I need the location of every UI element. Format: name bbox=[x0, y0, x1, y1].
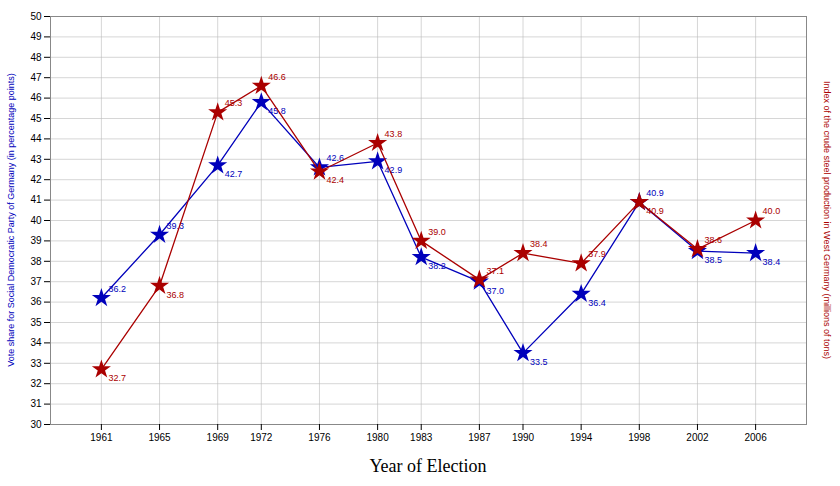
svg-text:40.0: 40.0 bbox=[763, 206, 781, 216]
svg-text:37: 37 bbox=[30, 276, 42, 287]
svg-text:32: 32 bbox=[30, 378, 42, 389]
svg-text:1965: 1965 bbox=[148, 432, 171, 443]
svg-text:40.9: 40.9 bbox=[646, 188, 664, 198]
svg-text:Index of the crude steel produ: Index of the crude steel production in W… bbox=[822, 81, 832, 359]
svg-text:39.0: 39.0 bbox=[428, 227, 446, 237]
svg-text:38.4: 38.4 bbox=[530, 239, 548, 249]
svg-text:39.3: 39.3 bbox=[166, 220, 185, 231]
svg-text:38.5: 38.5 bbox=[704, 255, 722, 265]
svg-text:42.9: 42.9 bbox=[385, 165, 403, 175]
svg-text:1987: 1987 bbox=[468, 432, 491, 443]
svg-text:30: 30 bbox=[30, 419, 42, 430]
svg-text:38.2: 38.2 bbox=[428, 261, 446, 271]
svg-text:44: 44 bbox=[30, 133, 42, 144]
svg-text:31: 31 bbox=[30, 398, 42, 409]
svg-text:1972: 1972 bbox=[250, 432, 273, 443]
svg-text:45.3: 45.3 bbox=[225, 98, 243, 108]
svg-text:42.4: 42.4 bbox=[326, 175, 344, 185]
svg-text:33: 33 bbox=[30, 358, 42, 369]
svg-text:48: 48 bbox=[30, 52, 42, 63]
svg-text:2002: 2002 bbox=[686, 432, 709, 443]
svg-text:Year of Election: Year of Election bbox=[369, 456, 486, 476]
svg-text:37.0: 37.0 bbox=[486, 286, 504, 296]
svg-text:Vote share for Social Democrat: Vote share for Social Democratic Party o… bbox=[6, 73, 16, 367]
svg-text:1969: 1969 bbox=[207, 432, 230, 443]
svg-text:1998: 1998 bbox=[628, 432, 651, 443]
svg-text:42.7: 42.7 bbox=[225, 169, 243, 179]
svg-text:2006: 2006 bbox=[744, 432, 767, 443]
svg-text:32.7: 32.7 bbox=[108, 373, 126, 383]
svg-text:47: 47 bbox=[30, 72, 42, 83]
svg-text:36: 36 bbox=[30, 296, 42, 307]
svg-text:38.6: 38.6 bbox=[704, 235, 722, 245]
svg-text:40.9: 40.9 bbox=[646, 206, 664, 216]
svg-text:35: 35 bbox=[30, 317, 42, 328]
svg-text:33.5: 33.5 bbox=[530, 357, 548, 367]
svg-text:50: 50 bbox=[30, 11, 42, 22]
svg-text:46.6: 46.6 bbox=[268, 72, 286, 82]
svg-text:36.4: 36.4 bbox=[588, 298, 606, 308]
svg-text:1990: 1990 bbox=[512, 432, 535, 443]
svg-text:43.8: 43.8 bbox=[385, 129, 403, 139]
svg-text:46: 46 bbox=[30, 92, 42, 103]
svg-text:38.4: 38.4 bbox=[763, 257, 781, 267]
svg-text:37.1: 37.1 bbox=[486, 266, 504, 276]
svg-text:37.9: 37.9 bbox=[588, 249, 606, 259]
svg-text:1976: 1976 bbox=[308, 432, 331, 443]
svg-text:43: 43 bbox=[30, 154, 42, 165]
svg-text:42: 42 bbox=[30, 174, 42, 185]
svg-text:1994: 1994 bbox=[570, 432, 593, 443]
svg-text:36.8: 36.8 bbox=[167, 290, 185, 300]
svg-text:34: 34 bbox=[30, 337, 42, 348]
svg-text:36.2: 36.2 bbox=[108, 284, 126, 294]
svg-text:38: 38 bbox=[30, 255, 42, 266]
svg-text:1980: 1980 bbox=[366, 432, 389, 443]
svg-text:1983: 1983 bbox=[410, 432, 433, 443]
svg-text:49: 49 bbox=[30, 31, 42, 42]
svg-text:39: 39 bbox=[30, 235, 42, 246]
svg-text:41: 41 bbox=[30, 194, 42, 205]
svg-text:1961: 1961 bbox=[90, 432, 113, 443]
svg-text:45.8: 45.8 bbox=[268, 106, 286, 116]
svg-text:42.6: 42.6 bbox=[326, 153, 344, 163]
svg-text:45: 45 bbox=[30, 113, 42, 124]
svg-text:40: 40 bbox=[30, 215, 42, 226]
